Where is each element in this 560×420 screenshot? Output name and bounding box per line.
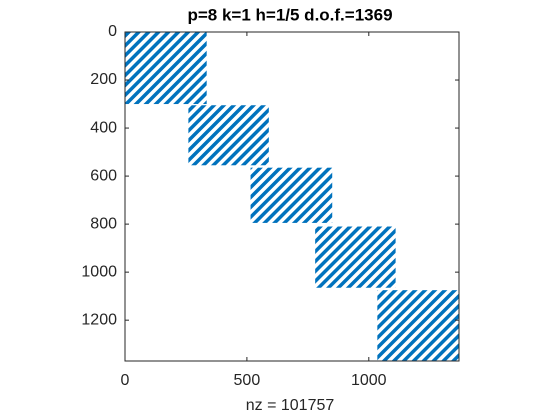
nonzero-block xyxy=(377,290,459,361)
y-tick-label: 1000 xyxy=(81,263,117,280)
x-tick-label: 0 xyxy=(121,372,130,389)
nonzero-block xyxy=(315,226,396,288)
nonzero-block xyxy=(125,32,207,105)
y-tick-label: 400 xyxy=(90,119,117,136)
x-tick-label: 500 xyxy=(234,372,261,389)
y-tick-label: 0 xyxy=(108,23,117,40)
y-tick-label: 200 xyxy=(90,71,117,88)
x-tick-label: 1000 xyxy=(351,372,387,389)
x-axis-label: nz = 101757 xyxy=(246,397,335,414)
y-tick-label: 600 xyxy=(90,167,117,184)
y-tick-label: 1200 xyxy=(81,311,117,328)
nonzero-block xyxy=(250,167,333,223)
y-tick-label: 800 xyxy=(90,215,117,232)
nonzero-block xyxy=(188,105,269,166)
axes-box xyxy=(124,31,460,362)
chart-title: p=8 k=1 h=1/5 d.o.f.=1369 xyxy=(187,5,392,24)
